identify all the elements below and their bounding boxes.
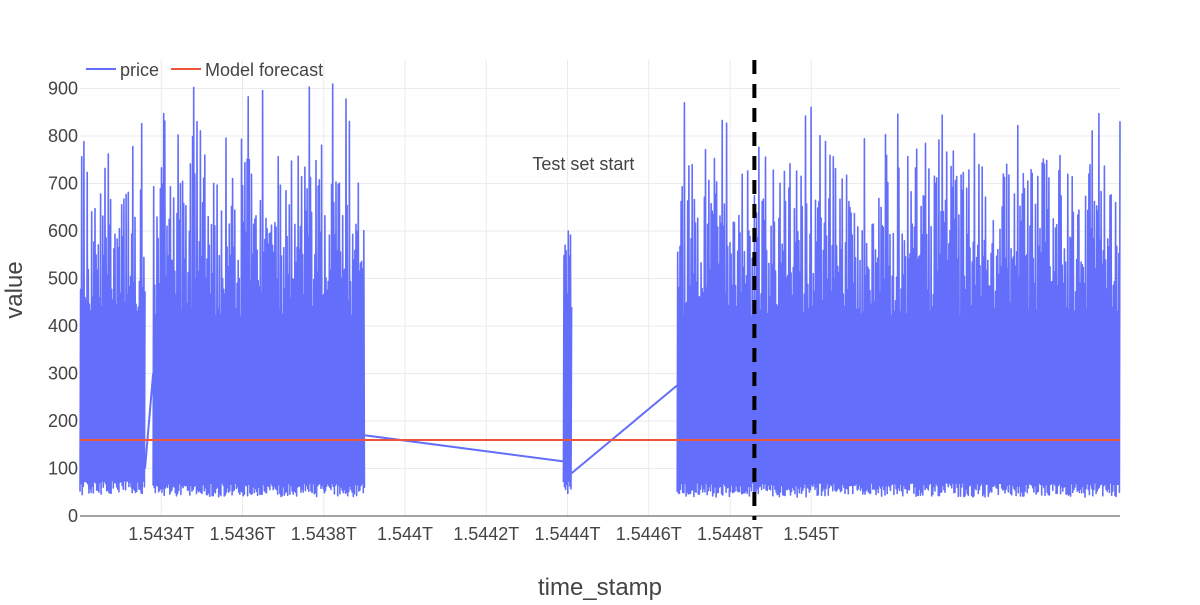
x-tick-label: 1.5444T (534, 524, 600, 544)
price-segment (676, 102, 1121, 498)
x-tick-label: 1.5446T (616, 524, 682, 544)
y-tick-label: 600 (48, 221, 78, 241)
legend[interactable]: price Model forecast (86, 60, 323, 80)
x-tick-labels: 1.5434T 1.5436T 1.5438T 1.544T 1.5442T 1.5444… (128, 524, 839, 544)
y-tick-label: 900 (48, 79, 78, 99)
x-tick-label: 1.5442T (453, 524, 519, 544)
price-segment (152, 83, 366, 498)
y-tick-label: 100 (48, 459, 78, 479)
y-tick-label: 700 (48, 174, 78, 194)
price-connector (144, 373, 155, 469)
price-segment (79, 122, 146, 496)
annotation-label: Test set start (532, 154, 634, 174)
annotations: Test set start (532, 60, 757, 520)
y-tick-label: 200 (48, 411, 78, 431)
y-tick-labels: 0 100 200 300 400 500 600 700 800 900 (48, 79, 78, 527)
x-tick-label: 1.5448T (697, 524, 763, 544)
x-axis-title: time_stamp (538, 574, 662, 600)
x-tick-label: 1.5434T (128, 524, 194, 544)
y-tick-label: 800 (48, 126, 78, 146)
y-tick-label: 300 (48, 364, 78, 384)
y-tick-label: 0 (68, 506, 78, 526)
x-tick-label: 1.5436T (209, 524, 275, 544)
legend-label: price (120, 60, 159, 80)
series-layer (79, 83, 1121, 498)
series-price (79, 83, 1121, 498)
x-tick-label: 1.5438T (291, 524, 357, 544)
legend-item-price[interactable]: price (86, 60, 159, 80)
axes: 1.5434T 1.5436T 1.5438T 1.544T 1.5442T 1.5444… (48, 79, 1120, 544)
x-tick-label: 1.544T (377, 524, 433, 544)
y-tick-label: 500 (48, 269, 78, 289)
x-tick-label: 1.545T (783, 524, 839, 544)
y-axis-title: value (1, 261, 28, 318)
price-segment (562, 230, 573, 495)
legend-item-model-forecast[interactable]: Model forecast (171, 60, 323, 80)
legend-label: Model forecast (205, 60, 323, 80)
y-tick-label: 400 (48, 316, 78, 336)
price-connector (570, 384, 678, 475)
